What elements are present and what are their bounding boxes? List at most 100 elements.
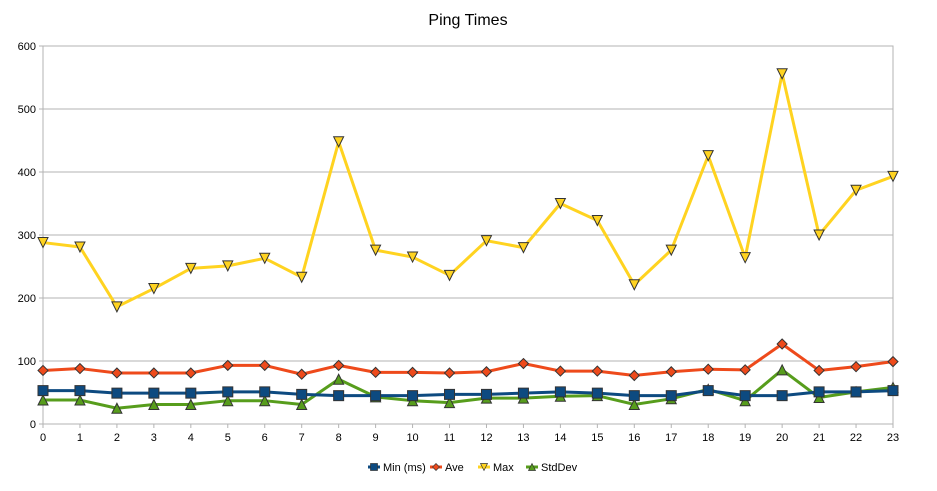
data-point (739, 390, 751, 402)
data-point (517, 357, 530, 370)
y-tick-label: 600 (18, 41, 36, 53)
series-ave (37, 338, 899, 382)
x-tick-label: 23 (887, 432, 899, 444)
y-tick-label: 0 (30, 419, 36, 431)
data-point (776, 390, 788, 402)
legend-item: Ave (430, 462, 464, 474)
x-tick-label: 2 (114, 432, 120, 444)
data-point (517, 242, 530, 254)
data-point (259, 386, 271, 398)
data-point (776, 363, 788, 376)
legend-item: StdDev (526, 462, 578, 474)
data-point (591, 215, 604, 227)
x-tick-label: 22 (850, 432, 862, 444)
data-point (370, 390, 382, 402)
x-tick-label: 17 (665, 432, 677, 444)
y-tick-label: 400 (18, 167, 36, 179)
x-tick-label: 4 (188, 432, 194, 444)
legend-label: StdDev (541, 462, 578, 474)
x-tick-label: 13 (517, 432, 529, 444)
data-point (295, 398, 308, 410)
data-point (517, 387, 529, 399)
data-point (148, 387, 160, 399)
data-point (333, 390, 345, 402)
x-tick-label: 8 (336, 432, 342, 444)
data-point (554, 386, 566, 398)
series-line (43, 368, 894, 410)
data-point (258, 394, 271, 407)
x-tick-label: 12 (480, 432, 492, 444)
data-point (111, 402, 123, 414)
x-tick-label: 11 (444, 432, 455, 444)
data-point (406, 366, 419, 379)
data-point (776, 338, 788, 350)
x-tick-label: 7 (299, 432, 305, 444)
data-point (850, 360, 862, 373)
data-point (554, 198, 567, 210)
series-line (43, 389, 894, 398)
y-tick-label: 500 (18, 104, 36, 116)
series-min-ms (37, 385, 899, 402)
series-line (42, 342, 894, 377)
data-point (111, 387, 123, 399)
legend-swatch-marker (527, 462, 537, 471)
data-point (185, 387, 197, 399)
data-point (813, 391, 825, 404)
x-tick-label: 15 (591, 432, 603, 444)
data-point (369, 244, 382, 257)
data-point (74, 385, 86, 397)
data-point (37, 364, 49, 377)
data-point (850, 184, 862, 197)
series-layer (37, 68, 899, 414)
data-point (665, 244, 678, 257)
data-point (295, 368, 308, 380)
data-point (813, 229, 825, 242)
x-tick-label: 9 (373, 432, 379, 444)
gridlines (43, 45, 893, 425)
series-max (37, 68, 899, 313)
x-tick-label: 3 (151, 432, 157, 444)
data-point (37, 385, 49, 397)
data-point (407, 390, 419, 402)
data-point (222, 386, 234, 398)
data-point (739, 364, 751, 376)
data-point (591, 365, 604, 377)
data-point (887, 170, 899, 183)
data-point (628, 369, 641, 382)
x-tick-label: 14 (554, 432, 566, 444)
y-tick-label: 100 (18, 356, 36, 368)
x-tick-label: 1 (77, 432, 83, 444)
data-point (480, 235, 493, 247)
legend-swatch-marker (479, 463, 489, 472)
data-point (369, 366, 382, 379)
data-point (185, 262, 197, 275)
data-point (554, 365, 567, 377)
legend-label: Max (493, 462, 514, 474)
data-point (406, 251, 419, 264)
data-point (443, 367, 456, 379)
data-point (295, 271, 308, 284)
y-tick-label: 200 (18, 293, 36, 305)
x-tick-label: 10 (406, 432, 418, 444)
data-point (74, 241, 86, 254)
data-point (702, 385, 714, 397)
data-point (665, 390, 677, 402)
data-point (111, 367, 123, 379)
data-point (37, 237, 49, 249)
data-point (221, 260, 234, 272)
data-point (37, 393, 49, 406)
y-tick-label: 300 (18, 230, 36, 242)
data-point (148, 367, 160, 379)
legend-label: Min (ms) (383, 462, 426, 474)
x-tick-label: 16 (628, 432, 640, 444)
chart-title: Ping Times (428, 12, 507, 29)
data-point (296, 388, 308, 400)
data-point (444, 388, 456, 400)
x-tick-label: 19 (739, 432, 751, 444)
data-point (332, 359, 345, 372)
plot-area-border (42, 45, 894, 425)
data-point (776, 68, 788, 80)
data-point (702, 150, 715, 162)
